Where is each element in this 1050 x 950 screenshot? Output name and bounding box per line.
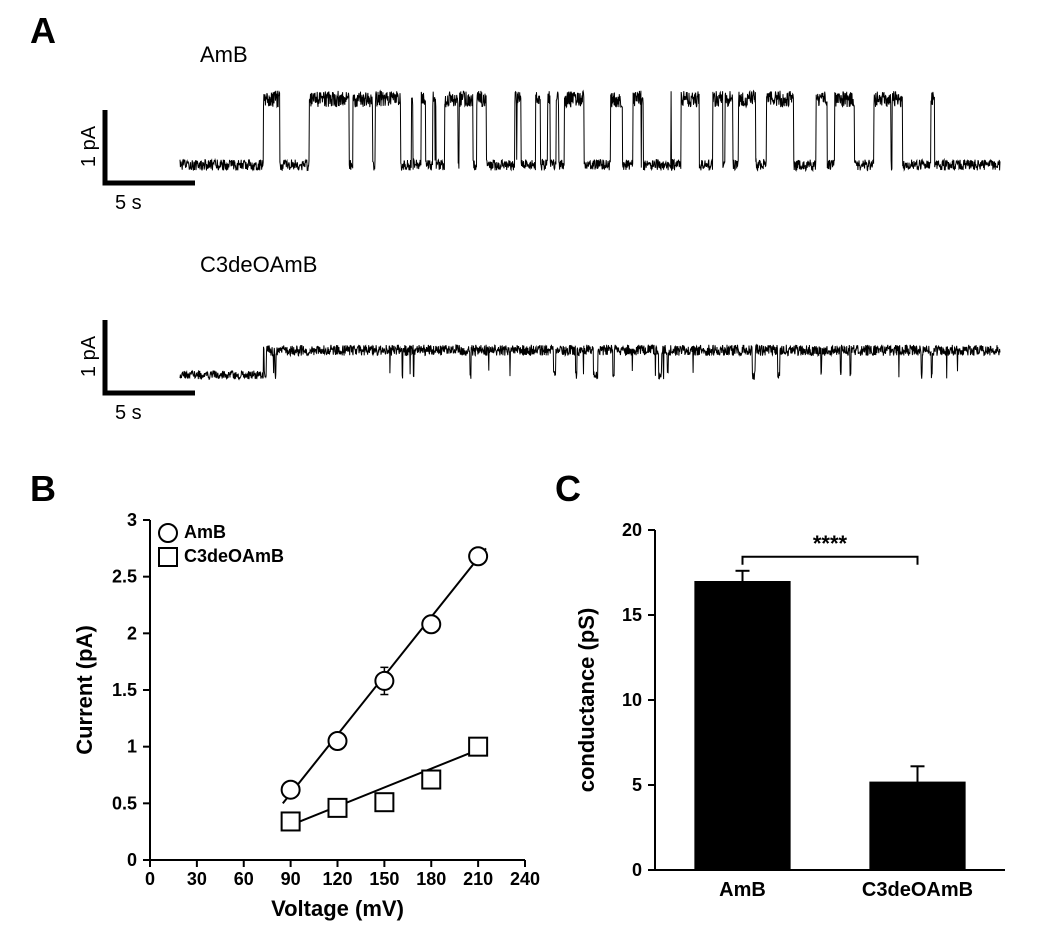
svg-text:AmB: AmB [184,522,226,542]
svg-text:60: 60 [234,869,254,889]
svg-text:5 s: 5 s [115,192,142,214]
svg-text:C3deOAmB: C3deOAmB [184,546,284,566]
svg-text:AmB: AmB [719,879,766,901]
svg-text:15: 15 [622,605,642,625]
svg-text:****: **** [813,531,848,556]
svg-text:5 s: 5 s [115,402,142,424]
svg-text:210: 210 [463,869,493,889]
svg-text:AmB: AmB [200,42,248,67]
svg-text:5: 5 [632,775,642,795]
figure-root: A B C AmB1 pA5 sC3deOAmB1 pA5 s 03060901… [0,0,1050,950]
svg-text:0.5: 0.5 [112,793,137,813]
svg-text:240: 240 [510,869,540,889]
svg-text:1: 1 [127,737,137,757]
svg-text:1 pA: 1 pA [78,335,100,377]
svg-text:20: 20 [622,520,642,540]
svg-text:10: 10 [622,690,642,710]
svg-text:150: 150 [369,869,399,889]
svg-text:120: 120 [322,869,352,889]
svg-text:1.5: 1.5 [112,680,137,700]
svg-text:30: 30 [187,869,207,889]
svg-text:2.5: 2.5 [112,567,137,587]
panel-a-traces: AmB 1 pA 5 s C3deOAmB 1 pA 5 s [70,20,1020,450]
svg-text:3: 3 [127,510,137,530]
svg-text:Voltage (mV): Voltage (mV) [271,896,404,921]
svg-text:C3deOAmB: C3deOAmB [200,252,317,277]
svg-text:C3deOAmB: C3deOAmB [862,879,973,901]
panel-b-label: B [30,468,56,510]
svg-text:0: 0 [145,869,155,889]
svg-text:2: 2 [127,623,137,643]
panel-c-bar-chart: 0 5 10 15 20 conductance (pS) AmB C3deOAmB **** [570,500,1020,930]
svg-text:1 pA: 1 pA [78,125,100,167]
svg-text:conductance (pS): conductance (pS) [574,608,599,793]
svg-text:180: 180 [416,869,446,889]
svg-text:90: 90 [281,869,301,889]
panel-a-label: A [30,10,56,52]
panel-b-iv-plot: 0 30 60 90 120 150 180 210 240 0 0.5 1 1.5 2 2.5 3 Volta… [70,500,540,930]
svg-text:0: 0 [632,860,642,880]
svg-text:Current (pA): Current (pA) [72,625,97,755]
svg-text:0: 0 [127,850,137,870]
